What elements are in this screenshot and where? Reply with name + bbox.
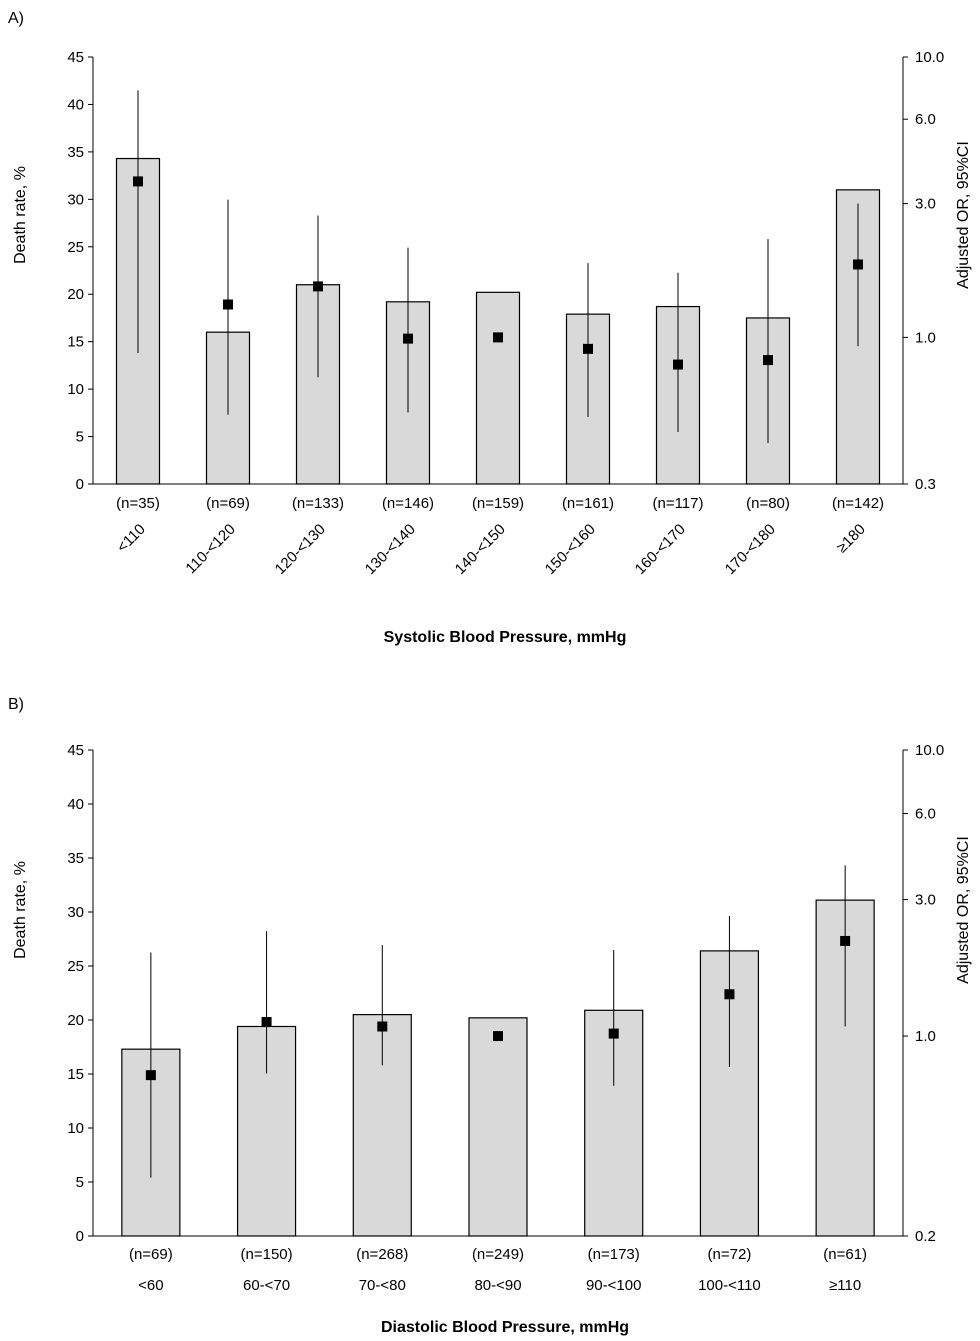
death-rate-bar [468,1017,528,1237]
right-tick-label: 6.0 [915,805,936,822]
category-label: 110-<120 [182,521,238,577]
category-label: <60 [138,1277,163,1294]
right-axis-title: Adjusted OR, 95%CI [955,836,972,984]
left-tick-label: 0 [76,1228,84,1245]
or-point [853,259,863,270]
category-label: 100-<110 [698,1277,761,1294]
right-tick-label: 0.3 [915,476,936,493]
or-point [724,989,735,1000]
or-point [840,935,851,946]
or-point [133,176,143,187]
left-tick-label: 5 [76,1174,84,1191]
right-tick-label: 10.0 [915,742,944,759]
left-tick-label: 10 [67,381,84,398]
or-point [608,1028,619,1039]
n-label: (n=80) [746,495,790,512]
category-label: 140-<150 [452,521,509,578]
n-label: (n=268) [356,1246,408,1263]
n-label: (n=159) [472,495,524,512]
right-tick-label: 10.0 [915,49,944,66]
category-label: 170-<180 [722,521,779,578]
n-label: (n=133) [292,495,344,512]
left-tick-label: 20 [67,286,84,303]
left-tick-label: 25 [67,239,84,256]
left-tick-label: 35 [67,850,84,867]
right-tick-label: 6.0 [915,111,936,128]
left-tick-label: 10 [67,1120,84,1137]
n-label: (n=249) [472,1246,524,1263]
x-axis-title: Systolic Blood Pressure, mmHg [384,629,627,646]
n-label: (n=150) [241,1246,293,1263]
or-point [673,359,683,370]
or-point [145,1070,156,1081]
or-point [377,1021,388,1032]
n-label: (n=69) [206,495,250,512]
death-rate-bar [475,291,521,485]
n-label: (n=142) [832,495,884,512]
category-label: 70-<80 [359,1277,406,1294]
right-tick-label: 1.0 [915,1028,936,1045]
right-axis-title: Adjusted OR, 95%CI [955,141,972,289]
or-point [493,1031,503,1042]
n-label: (n=161) [562,495,614,512]
category-label: 120-<130 [272,521,329,578]
category-label: 80-<90 [474,1277,521,1294]
category-label: 150-<160 [542,521,599,578]
category-label: 130-<140 [362,521,419,578]
n-label: (n=173) [588,1246,640,1263]
or-point [763,355,773,366]
right-tick-label: 1.0 [915,329,936,346]
panel-label: B) [8,696,24,713]
or-point [583,343,593,354]
category-label: 90-<100 [586,1277,641,1294]
left-tick-label: 20 [67,1012,84,1029]
left-tick-label: 40 [67,796,84,813]
or-point [223,299,233,310]
or-point [313,281,323,292]
n-label: (n=69) [129,1246,173,1263]
left-tick-label: 40 [67,96,84,113]
panel-label: A) [8,10,24,27]
right-tick-label: 3.0 [915,196,936,213]
or-point [493,332,503,343]
n-label: (n=117) [652,495,703,512]
n-label: (n=146) [382,495,434,512]
left-tick-label: 35 [67,144,84,161]
category-label: 60-<70 [243,1277,290,1294]
left-axis-title: Death rate, % [12,861,29,959]
left-tick-label: 0 [76,476,84,493]
n-label: (n=72) [708,1246,752,1263]
n-label: (n=35) [116,495,160,512]
or-point [403,333,413,344]
left-tick-label: 25 [67,958,84,975]
or-point [261,1016,272,1027]
x-axis-title: Diastolic Blood Pressure, mmHg [381,1319,629,1336]
n-label: (n=61) [823,1246,867,1263]
category-label: ≥110 [829,1277,861,1294]
left-tick-label: 45 [67,742,84,759]
left-tick-label: 15 [67,1066,84,1083]
left-tick-label: 15 [67,334,84,351]
left-tick-label: 30 [67,904,84,921]
left-tick-label: 5 [76,429,84,446]
right-tick-label: 3.0 [915,892,936,909]
left-tick-label: 45 [67,49,84,66]
left-tick-label: 30 [67,191,84,208]
category-label: 160-<170 [632,521,689,578]
left-axis-title: Death rate, % [12,166,29,264]
category-label: <110 [114,521,149,556]
category-label: ≥180 [833,521,869,557]
right-tick-label: 0.2 [915,1228,936,1245]
